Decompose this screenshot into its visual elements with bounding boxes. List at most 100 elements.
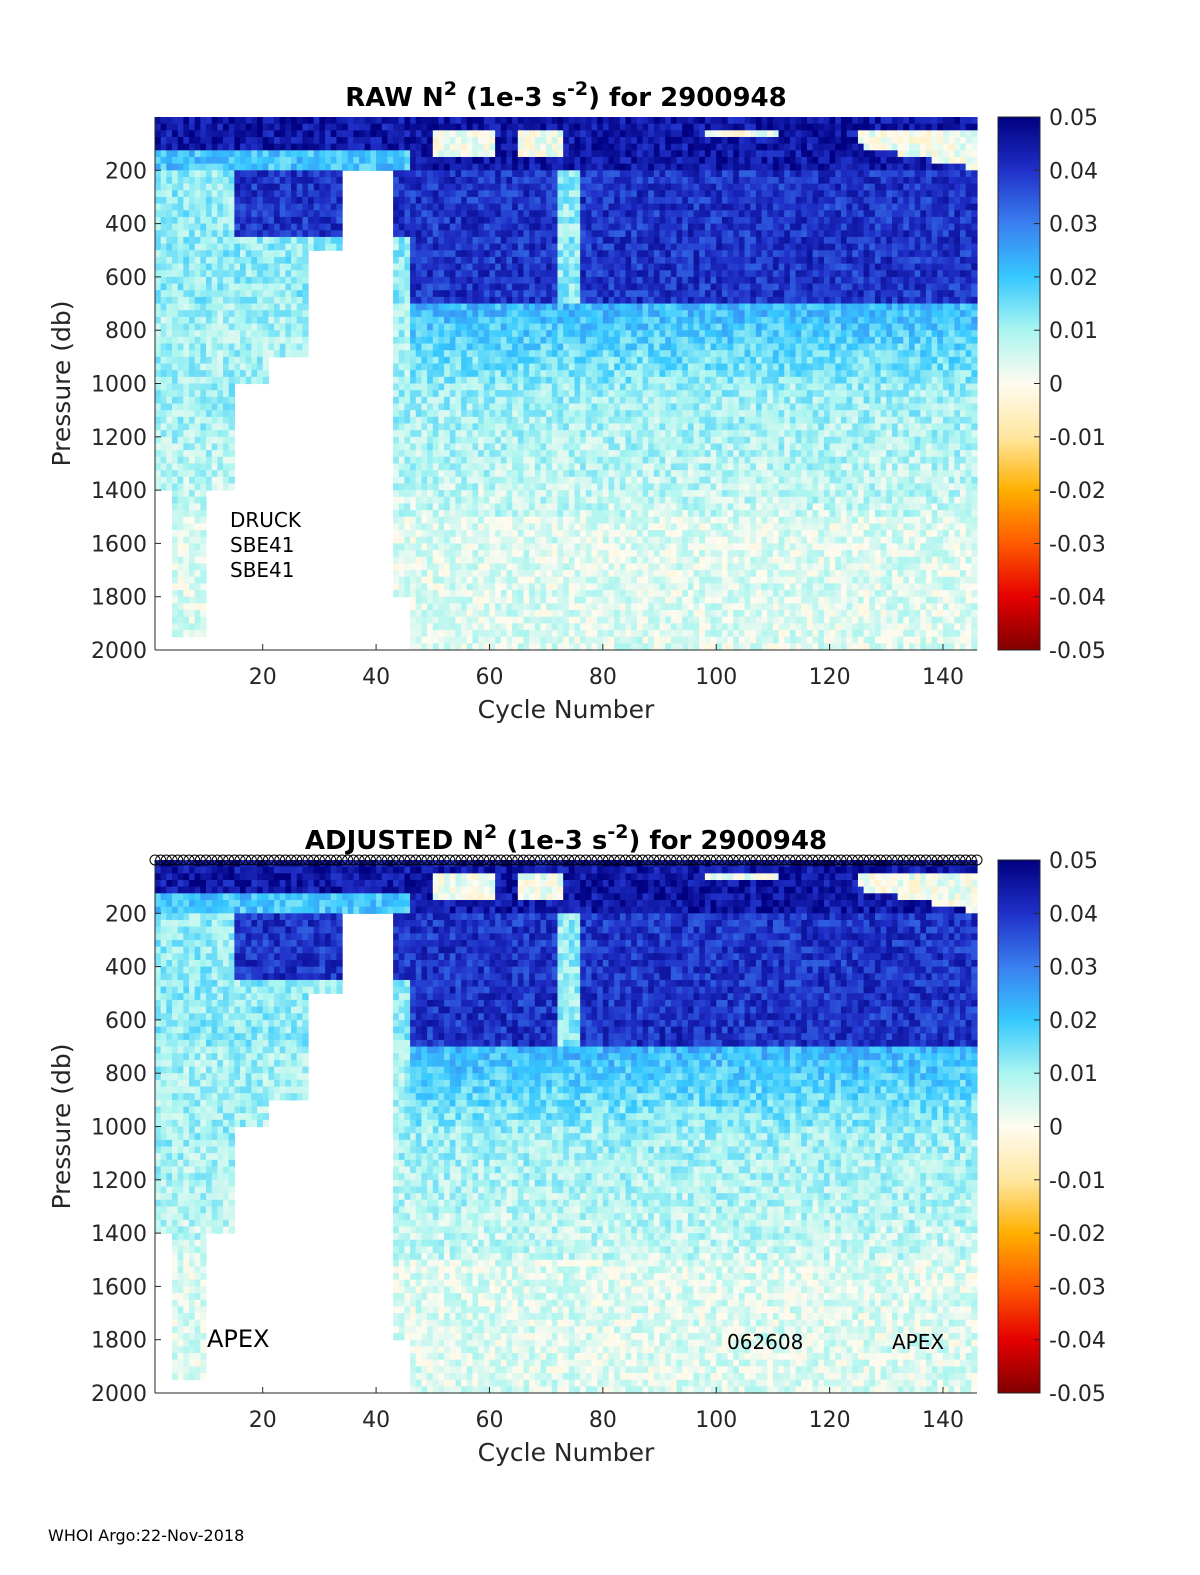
heatmap-cell (602, 150, 610, 158)
heatmap-cell (427, 363, 434, 371)
heatmap-cell (551, 530, 559, 538)
heatmap-cell (517, 456, 525, 465)
heatmap-cell (506, 370, 513, 378)
heatmap-cell (631, 136, 638, 145)
heatmap-cell (540, 130, 547, 138)
heatmap-cell (472, 396, 479, 405)
heatmap-cell (217, 403, 224, 411)
heatmap-cell (534, 283, 542, 291)
heatmap-cell (551, 183, 559, 191)
heatmap-cell (557, 403, 564, 411)
heatmap-cell (393, 556, 400, 564)
heatmap-cell (398, 336, 406, 345)
heatmap-cell (608, 470, 615, 478)
heatmap-cell (189, 590, 196, 598)
heatmap-cell (472, 430, 479, 438)
heatmap-cell (551, 610, 559, 618)
heatmap-cell (285, 143, 292, 151)
heatmap-cell (200, 223, 207, 231)
heatmap-cell (223, 123, 230, 131)
heatmap-cell (404, 150, 411, 158)
heatmap-cell (393, 270, 400, 278)
heatmap-cell (540, 270, 547, 278)
heatmap-cell (512, 543, 519, 551)
heatmap-cell (523, 150, 530, 158)
heatmap-cell (444, 456, 451, 465)
heatmap-cell (427, 483, 434, 491)
heatmap-cell (262, 356, 269, 365)
heatmap-cell (415, 443, 423, 451)
heatmap-cell (296, 276, 303, 285)
heatmap-cell (563, 630, 570, 638)
heatmap-cell (398, 136, 406, 145)
heatmap-cell (608, 483, 615, 491)
heatmap-cell (427, 523, 434, 531)
heatmap-cell (160, 283, 167, 291)
heatmap-cell (183, 163, 190, 171)
heatmap-cell (534, 483, 542, 491)
heatmap-cell (325, 117, 332, 125)
heatmap-cell (631, 410, 638, 418)
heatmap-cell (529, 463, 536, 471)
heatmap-cell (245, 236, 252, 245)
heatmap-cell (313, 203, 320, 211)
heatmap-cell (410, 643, 417, 651)
heatmap-cell (483, 376, 491, 385)
heatmap-cell (631, 443, 638, 451)
heatmap-cell (172, 123, 179, 131)
heatmap-cell (597, 383, 604, 391)
heatmap-cell (160, 383, 167, 391)
heatmap-cell (472, 330, 479, 338)
heatmap-cell (183, 290, 190, 298)
heatmap-cell (478, 223, 485, 231)
heatmap-cell (568, 450, 576, 458)
heatmap-cell (489, 530, 496, 538)
heatmap-cell (206, 303, 213, 311)
heatmap-cell (455, 376, 462, 385)
heatmap-cell (534, 416, 542, 425)
heatmap-cell (183, 183, 190, 191)
heatmap-cell (444, 416, 451, 425)
heatmap-cell (172, 310, 179, 318)
heatmap-cell (155, 370, 162, 378)
heatmap-cell (223, 463, 230, 471)
heatmap-cell (512, 350, 519, 358)
heatmap-cell (291, 196, 298, 205)
heatmap-cell (393, 470, 400, 478)
heatmap-cell (302, 170, 309, 178)
heatmap-cell (398, 143, 406, 151)
heatmap-cell (155, 170, 162, 178)
heatmap-cell (551, 643, 559, 651)
heatmap-cell (631, 343, 638, 351)
heatmap-cell (602, 576, 610, 584)
heatmap-cell (580, 410, 587, 418)
heatmap-cell (398, 483, 406, 491)
heatmap-cell (438, 310, 445, 318)
heatmap-cell (455, 390, 462, 398)
heatmap-cell (432, 270, 440, 278)
heatmap-cell (534, 303, 542, 311)
heatmap-cell (625, 530, 632, 538)
heatmap-cell (189, 583, 196, 591)
heatmap-cell (483, 256, 491, 265)
heatmap-cell (546, 610, 553, 618)
heatmap-cell (625, 170, 632, 178)
heatmap-cell (211, 410, 218, 418)
heatmap-cell (483, 603, 491, 611)
heatmap-cell (540, 430, 547, 438)
heatmap-cell (166, 230, 173, 238)
heatmap-cell (279, 117, 286, 125)
heatmap-cell (200, 510, 207, 518)
heatmap-cell (568, 303, 576, 311)
heatmap-cell (631, 370, 638, 378)
heatmap-cell (313, 176, 320, 185)
heatmap-cell (534, 316, 542, 325)
heatmap-cell (427, 336, 434, 345)
heatmap-cell (563, 323, 570, 331)
heatmap-cell (546, 516, 553, 525)
heatmap-cell (546, 536, 553, 544)
heatmap-cell (211, 230, 218, 238)
heatmap-cell (534, 336, 542, 345)
heatmap-cell (398, 450, 406, 458)
heatmap-cell (427, 250, 434, 258)
